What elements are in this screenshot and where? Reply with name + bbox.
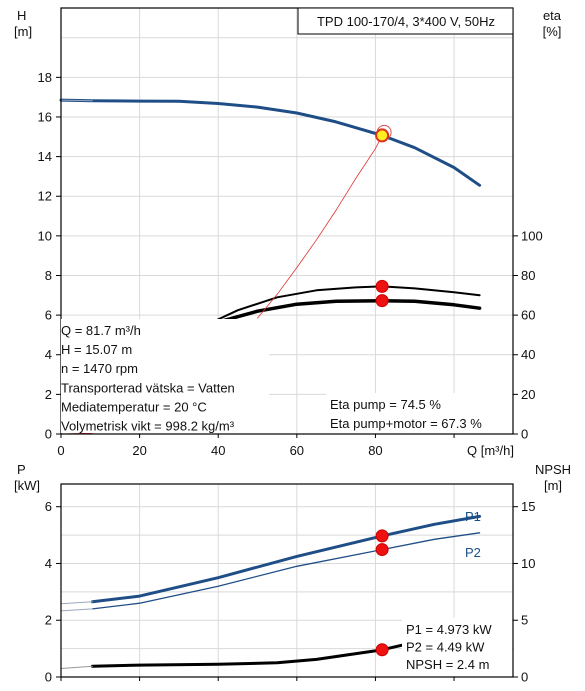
operating-point-marker (375, 529, 389, 543)
y-right-tick-label: 100 (521, 228, 543, 243)
eta-box (326, 393, 512, 433)
y-left-tick-label: 2 (45, 387, 52, 402)
operating-point-marker (375, 279, 389, 293)
power-info-box (402, 618, 512, 676)
y-left-tick-label: 6 (45, 499, 52, 514)
info-box (61, 319, 269, 433)
y-left-tick-label: 14 (38, 149, 52, 164)
x-tick-label: 0 (57, 443, 64, 458)
x-tick-label: 20 (132, 443, 146, 458)
y-left-tick-label: 6 (45, 308, 52, 323)
y-right-tick-label: 80 (521, 268, 535, 283)
head-efficiency-panel: 0 2 4 6 8 10 12 14 16 18 0 20 40 60 80 100 H[m] eta[%] TPD… (14, 7, 562, 458)
title-box (297, 7, 514, 35)
y-left-tick-label: 16 (38, 109, 52, 124)
series-line-NPSH-extension (60, 665, 93, 669)
eta-pump-motor-label: Eta pump+motor = 67.3 % (330, 416, 482, 431)
series-line-eta-pump (209, 285, 481, 324)
y-left-tick-label: 4 (45, 556, 52, 571)
series-line-H-extension (60, 99, 93, 102)
series-line-P2-extension (60, 608, 93, 612)
x-tick-label: 60 (290, 443, 304, 458)
x-axis-title: Q [m³/h] (467, 443, 514, 458)
y-right-axis-title: NPSH (535, 462, 571, 477)
series-line-H (59, 98, 482, 187)
y-left-axis-title: H (17, 8, 26, 23)
chart-title: TPD 100-170/4, 3*400 V, 50Hz (317, 14, 495, 29)
y-right-axis-title: eta (543, 8, 562, 23)
y-left-tick-label: 8 (45, 268, 52, 283)
power-info-line: P1 = 4.973 kW (406, 622, 492, 637)
series-line-P2 (91, 532, 481, 610)
operating-point-marker (375, 643, 389, 657)
y-left-axis-unit: [kW] (14, 478, 40, 493)
series-label-P1: P1 (465, 509, 481, 524)
info-line: H = 15.07 m (61, 342, 132, 357)
y-right-tick-label: 15 (521, 499, 535, 514)
power-info-line: NPSH = 2.4 m (406, 657, 489, 672)
x-tick-label: 40 (211, 443, 225, 458)
info-line: Mediatemperatur = 20 °C (61, 399, 207, 414)
power-info-line: P2 = 4.49 kW (406, 640, 485, 655)
y-right-tick-label: 20 (521, 387, 535, 402)
power-npsh-panel: 0 2 4 6 0 5 10 15 P[kW] NPSH[m] P1 P2 P1 = 4.973 kW P… (14, 462, 571, 685)
y-left-axis-unit: [m] (14, 24, 32, 39)
info-line: Volymetrisk vikt = 998.2 kg/m³ (61, 419, 235, 434)
y-left-tick-label: 0 (45, 427, 52, 442)
info-line: Q = 81.7 m³/h (61, 323, 141, 338)
series-line-P1 (90, 514, 482, 604)
info-line: Transporterad vätska = Vatten (61, 380, 235, 395)
y-right-tick-label: 40 (521, 347, 535, 362)
y-right-tick-label: 5 (521, 613, 528, 628)
series-line-P1-extension (60, 601, 93, 605)
y-left-tick-label: 10 (38, 228, 52, 243)
operating-point-marker (375, 543, 389, 557)
y-right-tick-label: 60 (521, 308, 535, 323)
y-right-tick-label: 10 (521, 556, 535, 571)
y-left-axis-title: P (17, 462, 26, 477)
y-left-tick-label: 4 (45, 347, 52, 362)
operating-point-marker (375, 128, 390, 143)
series-line-system-curve (257, 134, 383, 319)
y-left-tick-label: 12 (38, 189, 52, 204)
info-line: n = 1470 rpm (61, 361, 138, 376)
y-left-tick-label: 2 (45, 613, 52, 628)
y-right-axis-unit: [%] (543, 24, 562, 39)
y-right-tick-label: 0 (521, 427, 528, 442)
series-label-P2: P2 (465, 545, 481, 560)
plot-frame (60, 7, 514, 435)
x-tick-label: 80 (368, 443, 382, 458)
operating-point-marker (375, 294, 389, 308)
y-left-tick-label: 0 (45, 670, 52, 685)
plot-frame (60, 483, 514, 678)
y-left-tick-label: 18 (38, 70, 52, 85)
eta-pump-label: Eta pump = 74.5 % (330, 397, 441, 412)
y-right-tick-label: 0 (521, 670, 528, 685)
y-right-axis-unit: [m] (544, 478, 562, 493)
